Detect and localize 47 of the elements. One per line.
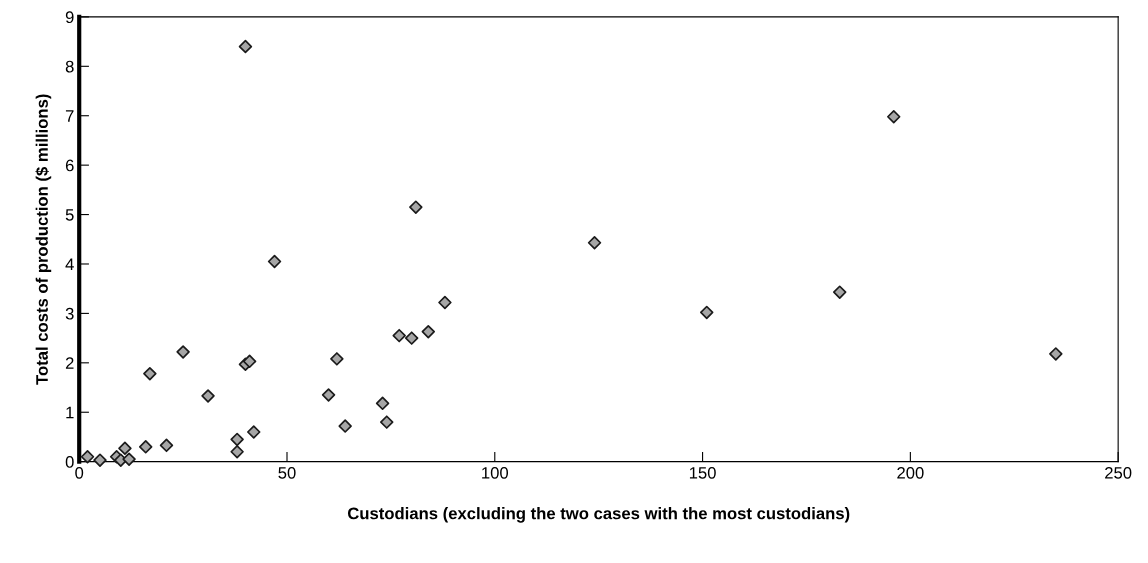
point [230, 432, 244, 447]
point [392, 328, 406, 343]
point [380, 415, 394, 429]
point [700, 305, 714, 320]
y-tick-label: 4 [65, 258, 74, 271]
point [143, 366, 157, 381]
y-tick-label: 2 [65, 357, 74, 369]
point [118, 441, 132, 456]
x-tick-label: 0 [75, 466, 84, 479]
point [238, 39, 253, 54]
point [421, 324, 436, 339]
point [887, 109, 901, 124]
y-tick-label: 3 [65, 307, 74, 320]
point [247, 425, 261, 439]
point [159, 438, 174, 453]
y-tick-label: 6 [65, 159, 74, 172]
point [93, 453, 107, 467]
point [242, 354, 257, 369]
point [1049, 347, 1063, 361]
point [587, 236, 602, 250]
point [375, 396, 390, 411]
x-tick-label: 150 [689, 466, 716, 479]
x-tick-label: 100 [482, 466, 509, 479]
point [438, 295, 452, 310]
point [138, 440, 153, 454]
x-tick-label: 200 [897, 466, 924, 479]
point [404, 331, 419, 345]
y-tick-label: 8 [65, 60, 74, 73]
y-tick-label: 9 [65, 11, 74, 24]
point [321, 388, 336, 402]
y-tick-label: 1 [66, 406, 74, 419]
point [409, 200, 423, 214]
y-tick-label: 0 [65, 456, 74, 468]
x-tick-label: 50 [278, 466, 296, 479]
x-axis-title: Custodians (excluding the two cases with the most custodians) [347, 507, 850, 523]
point [176, 345, 190, 359]
point [230, 445, 244, 459]
point [832, 285, 847, 299]
point [267, 254, 282, 269]
y-tick-label: 5 [65, 209, 74, 221]
y-axis-title: Total costs of production ($ millions) [35, 94, 52, 385]
y-tick-label: 7 [65, 110, 74, 122]
point [330, 352, 344, 366]
x-tick-label: 250 [1105, 466, 1132, 479]
point [122, 452, 136, 466]
point [201, 389, 215, 403]
point [338, 419, 352, 433]
